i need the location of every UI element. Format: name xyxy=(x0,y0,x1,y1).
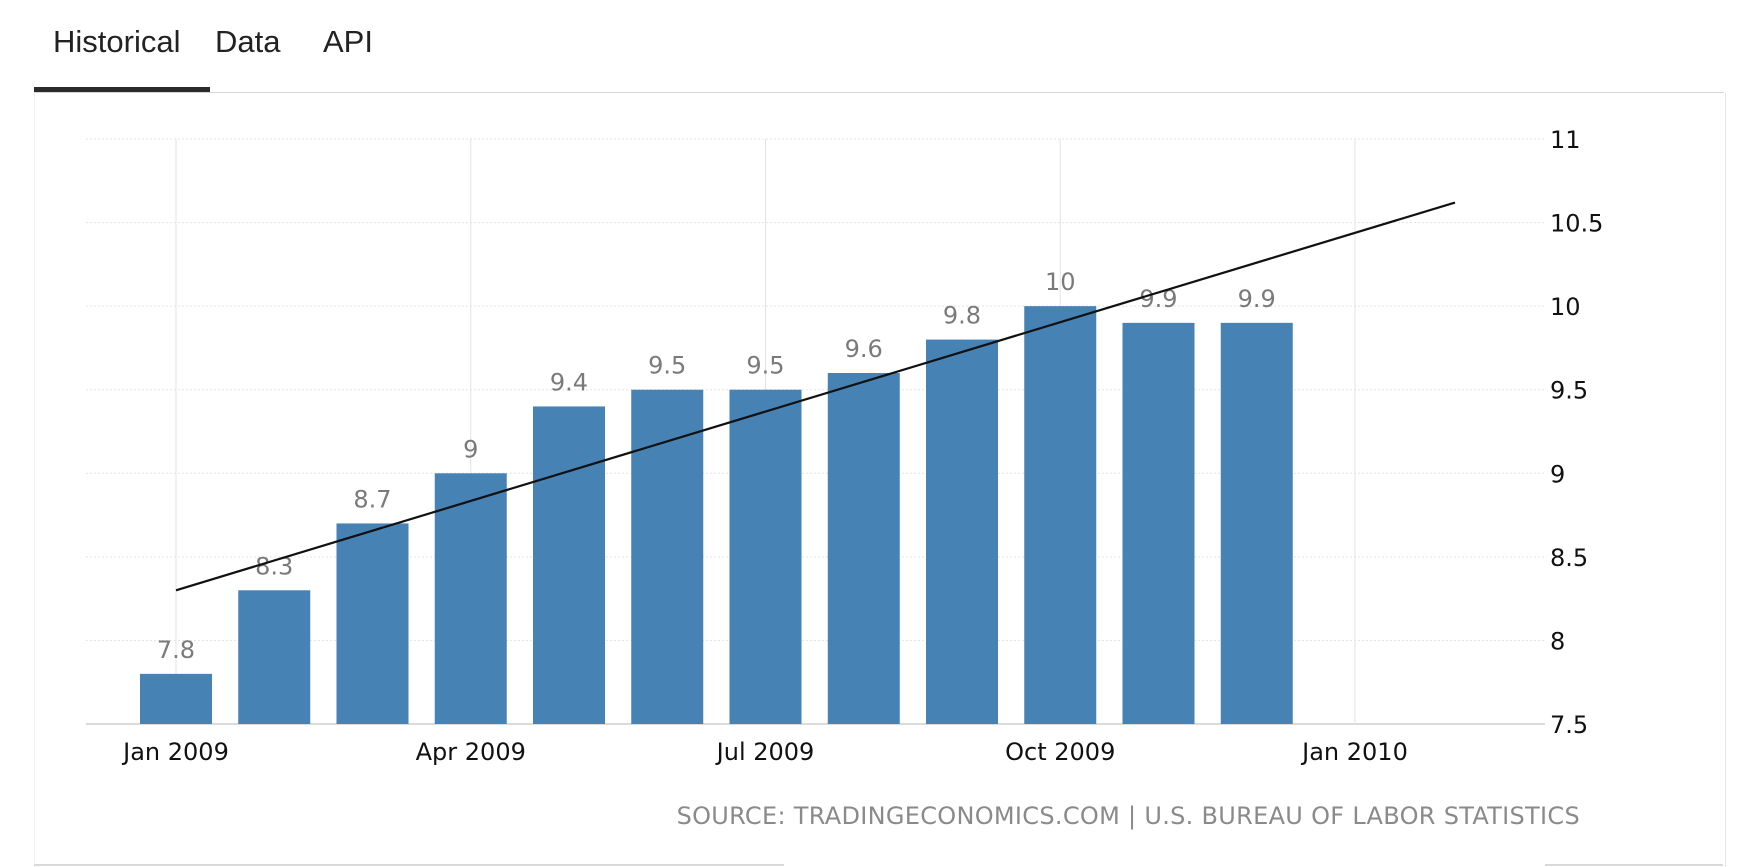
tab-api[interactable]: API xyxy=(323,24,373,59)
bottom-rule-right xyxy=(1545,864,1723,866)
tab-historical[interactable]: Historical xyxy=(53,24,181,59)
y-tick-label: 9.5 xyxy=(1550,377,1588,405)
bottom-rule-left xyxy=(34,864,784,866)
x-tick-label: Jan 2009 xyxy=(121,738,229,766)
y-tick-label: 10 xyxy=(1550,293,1581,321)
y-tick-label: 9 xyxy=(1550,460,1565,488)
x-tick-label: Oct 2009 xyxy=(1005,738,1115,766)
y-tick-label: 8.5 xyxy=(1550,544,1588,572)
tab-bar: Historical Data API xyxy=(0,0,1742,93)
bar[interactable] xyxy=(238,590,311,724)
bar[interactable] xyxy=(533,406,605,724)
bar-value-label: 9.5 xyxy=(648,352,686,380)
bar-value-label: 10 xyxy=(1045,268,1076,296)
trend-layer xyxy=(175,201,1456,592)
trend-line xyxy=(175,201,1456,592)
bar-value-label: 9.9 xyxy=(1238,285,1276,313)
axis-layer: 7.5 8 8.5 9 9.5 10 10.5 11 Jan 2009 Apr 2009 Jul 2… xyxy=(121,126,1603,766)
bar[interactable] xyxy=(434,473,507,724)
bar[interactable] xyxy=(827,373,900,724)
bars-layer xyxy=(140,306,1293,724)
bar[interactable] xyxy=(926,339,998,724)
bar-value-label: 9.4 xyxy=(550,368,588,396)
bar[interactable] xyxy=(336,523,409,724)
x-tick-label: Jan 2010 xyxy=(1300,738,1408,766)
bar-value-label: 8.7 xyxy=(353,485,391,513)
x-tick-label: Apr 2009 xyxy=(416,738,526,766)
bar-value-label: 9.8 xyxy=(943,302,981,330)
bar[interactable] xyxy=(631,389,704,724)
bar[interactable] xyxy=(140,673,212,724)
bar-value-label: 9.5 xyxy=(746,352,784,380)
bar[interactable] xyxy=(1024,306,1097,724)
bar-value-label: 9 xyxy=(463,435,478,463)
bar[interactable] xyxy=(729,389,802,724)
bar[interactable] xyxy=(1220,322,1293,724)
y-tick-label: 11 xyxy=(1550,126,1581,154)
active-tab-indicator xyxy=(34,87,210,93)
bar[interactable] xyxy=(1122,322,1195,724)
x-tick-label: Jul 2009 xyxy=(715,738,815,766)
source-caption: SOURCE: TRADINGECONOMICS.COM | U.S. BURE… xyxy=(676,802,1580,830)
y-tick-label: 10.5 xyxy=(1550,210,1603,238)
chart-panel xyxy=(34,93,1726,867)
tab-data[interactable]: Data xyxy=(215,24,281,59)
bar-value-label: 7.8 xyxy=(157,636,195,664)
tabs-divider xyxy=(34,92,1724,93)
y-tick-label: 8 xyxy=(1550,627,1565,655)
y-tick-label: 7.5 xyxy=(1550,711,1588,739)
bar-value-label: 9.6 xyxy=(845,335,883,363)
